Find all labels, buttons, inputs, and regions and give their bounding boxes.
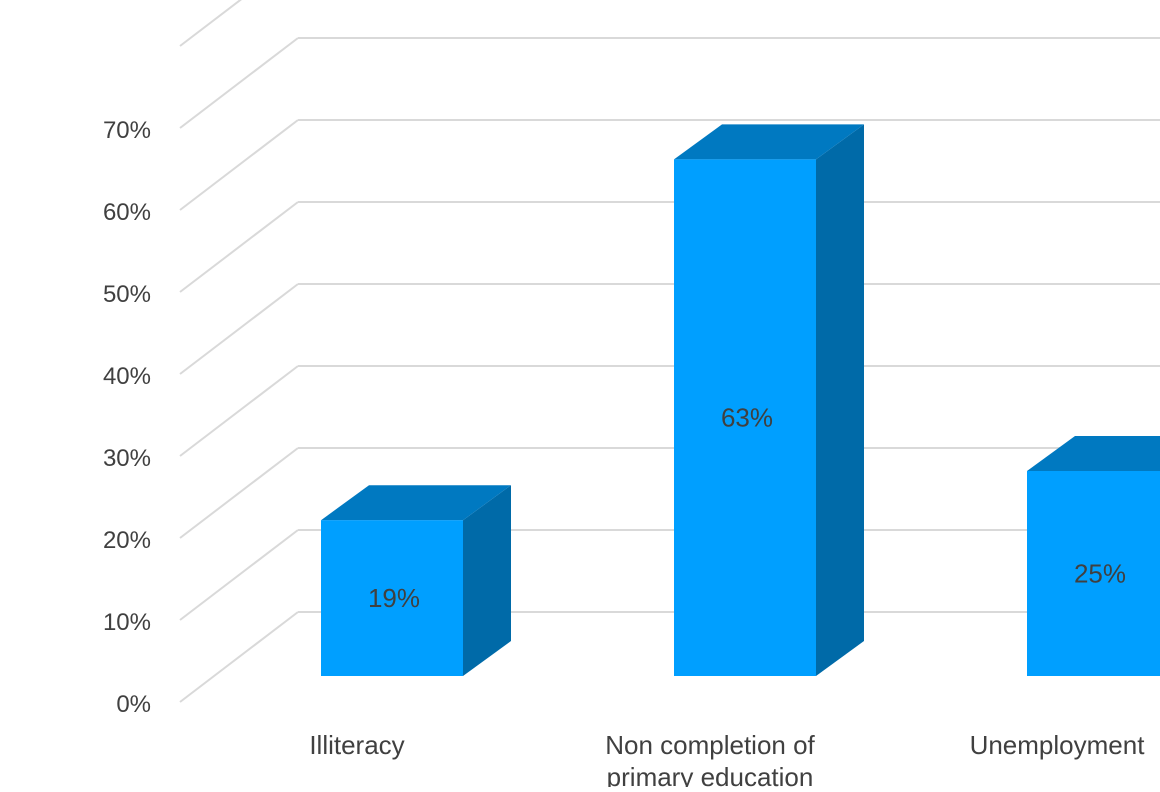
y-tick-label: 50% (103, 281, 151, 308)
bar-side (463, 485, 511, 676)
x-category-label: Illiteracy (309, 730, 404, 760)
gridline-diagonal (179, 611, 299, 703)
bars: 19% 63% 25% (321, 124, 1160, 676)
gridline-diagonal (179, 283, 299, 375)
gridline-diagonal (179, 365, 299, 457)
bar-data-label: 63% (721, 403, 773, 433)
bar-data-label: 25% (1074, 559, 1126, 589)
y-tick-label: 70% (103, 117, 151, 144)
bar-data-label: 19% (368, 583, 420, 613)
bar: 63% (674, 124, 864, 676)
gridline-diagonal (179, 447, 299, 539)
y-tick-label: 20% (103, 527, 151, 554)
x-category-label: Unemployment (970, 730, 1146, 760)
bar-side (816, 124, 864, 676)
y-tick-label: 30% (103, 445, 151, 472)
x-category-label: Non completion of primary education (605, 730, 815, 787)
bar: 25% (1027, 436, 1160, 676)
bar-front (321, 520, 463, 676)
bar: 19% (321, 485, 511, 676)
bar-top (674, 124, 864, 160)
y-tick-label: 40% (103, 363, 151, 390)
y-axis-tick-labels: 0% 10% 20% 30% 40% 50% 60% 70% (103, 117, 151, 718)
gridline-diagonal (179, 0, 242, 47)
y-tick-label: 60% (103, 199, 151, 226)
gridline-diagonal (179, 37, 299, 129)
bar-top (1027, 436, 1160, 471)
y-tick-label: 0% (116, 691, 151, 718)
y-tick-label: 10% (103, 609, 151, 636)
bar-top (321, 485, 511, 521)
gridline-diagonal (179, 201, 299, 293)
bar-front (1027, 471, 1160, 676)
gridline-diagonal (179, 119, 299, 211)
x-axis-category-labels: Illiteracy Non completion of primary educa… (309, 730, 1146, 792)
bar-front (674, 159, 816, 676)
gridline-diagonal (179, 529, 299, 621)
